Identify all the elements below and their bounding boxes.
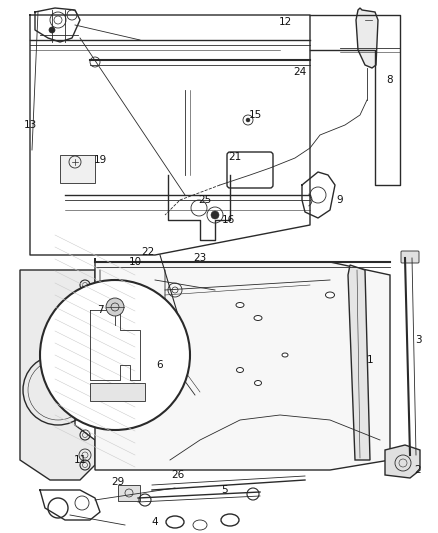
Text: 12: 12	[279, 17, 292, 27]
Text: 3: 3	[415, 335, 421, 345]
FancyBboxPatch shape	[118, 485, 140, 501]
Circle shape	[211, 211, 219, 219]
Text: 6: 6	[157, 360, 163, 370]
Circle shape	[40, 280, 190, 430]
Ellipse shape	[254, 316, 262, 320]
Circle shape	[49, 27, 55, 33]
Text: 5: 5	[222, 485, 228, 495]
Circle shape	[106, 298, 124, 316]
Polygon shape	[95, 258, 390, 470]
Text: 8: 8	[387, 75, 393, 85]
Text: 26: 26	[171, 470, 185, 480]
Text: 10: 10	[128, 257, 141, 267]
Ellipse shape	[254, 381, 261, 385]
Text: 23: 23	[193, 253, 207, 263]
Polygon shape	[356, 8, 378, 68]
Ellipse shape	[325, 292, 335, 298]
Text: 16: 16	[221, 215, 235, 225]
Text: 11: 11	[74, 455, 87, 465]
Text: 13: 13	[23, 120, 37, 130]
Text: 7: 7	[97, 305, 103, 315]
Ellipse shape	[236, 303, 244, 308]
FancyBboxPatch shape	[90, 383, 145, 401]
FancyBboxPatch shape	[401, 251, 419, 263]
Text: 1: 1	[367, 355, 373, 365]
Polygon shape	[385, 445, 420, 478]
Text: 29: 29	[111, 477, 125, 487]
Text: 4: 4	[152, 517, 158, 527]
Text: 21: 21	[228, 152, 242, 162]
Ellipse shape	[237, 367, 244, 373]
Text: 24: 24	[293, 67, 307, 77]
Text: 2: 2	[415, 465, 421, 475]
Polygon shape	[348, 265, 370, 460]
Text: 9: 9	[337, 195, 343, 205]
Polygon shape	[20, 270, 95, 480]
Text: 25: 25	[198, 195, 212, 205]
Text: 15: 15	[248, 110, 261, 120]
Ellipse shape	[282, 353, 288, 357]
Text: 19: 19	[93, 155, 106, 165]
Text: 22: 22	[141, 247, 155, 257]
Circle shape	[246, 118, 250, 122]
FancyBboxPatch shape	[60, 155, 95, 183]
